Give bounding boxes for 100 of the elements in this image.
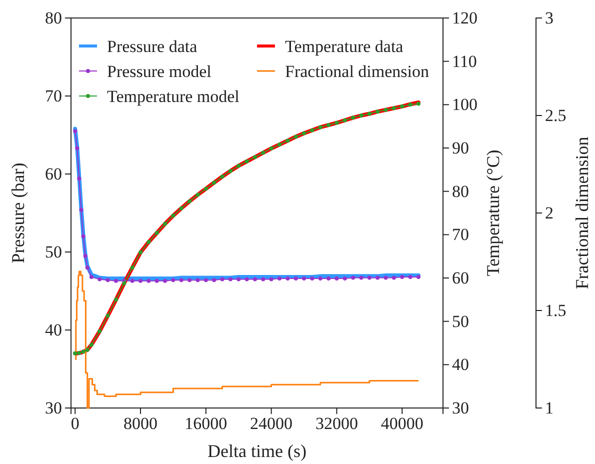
point xyxy=(114,298,118,302)
point xyxy=(98,329,102,334)
point xyxy=(318,125,322,130)
point xyxy=(367,276,372,280)
point xyxy=(122,281,126,286)
y2-tick-label: 90 xyxy=(452,138,469,158)
y-tick-label: 50 xyxy=(45,242,62,262)
point xyxy=(196,278,200,282)
point xyxy=(351,276,356,280)
point xyxy=(376,110,380,114)
x-tick-label: 32000 xyxy=(315,414,358,434)
y2-tick-label: 30 xyxy=(452,398,469,418)
point xyxy=(326,276,331,281)
point xyxy=(163,222,168,226)
point xyxy=(130,266,134,270)
y3-tick-label: 3 xyxy=(545,8,554,28)
point xyxy=(79,208,84,212)
point xyxy=(269,146,274,150)
y3-tick-label: 1.5 xyxy=(545,300,566,320)
point xyxy=(188,199,192,204)
point xyxy=(81,234,86,238)
point xyxy=(228,277,232,282)
point xyxy=(85,266,90,270)
point xyxy=(98,277,102,282)
point xyxy=(236,277,241,282)
point xyxy=(220,174,224,179)
y3-axis-title: Fractional dimension xyxy=(572,136,592,290)
point xyxy=(359,114,364,118)
x-tick-label: 0 xyxy=(70,414,80,434)
point xyxy=(77,176,82,181)
point xyxy=(89,342,94,347)
point xyxy=(114,278,118,283)
point xyxy=(334,276,339,281)
point xyxy=(77,350,82,355)
point xyxy=(351,116,356,120)
point xyxy=(244,159,249,164)
point xyxy=(392,276,396,280)
y3-tick-label: 2 xyxy=(545,203,554,222)
point xyxy=(277,276,282,281)
y2-tick-label: 110 xyxy=(452,52,477,71)
point xyxy=(302,276,306,281)
point xyxy=(171,214,176,218)
y-tick-label: 60 xyxy=(45,164,62,184)
point xyxy=(334,120,339,125)
point xyxy=(83,254,88,258)
point xyxy=(130,278,134,283)
point xyxy=(154,230,159,235)
point xyxy=(220,277,224,282)
point xyxy=(408,274,412,279)
y2-axis-title: Temperature (°C) xyxy=(483,150,503,276)
point xyxy=(286,276,290,281)
point xyxy=(154,278,159,283)
y-tick-label: 80 xyxy=(45,8,62,28)
point xyxy=(286,138,290,143)
point xyxy=(85,348,90,352)
y2-tick-label: 80 xyxy=(452,182,469,201)
point xyxy=(342,276,347,281)
point xyxy=(73,129,78,134)
point xyxy=(106,314,110,318)
y-axis-title: Pressure (bar) xyxy=(8,162,28,264)
point xyxy=(188,278,192,282)
point xyxy=(400,274,404,279)
legend-label: Temperature data xyxy=(285,37,404,56)
x-tick-label: 16000 xyxy=(184,414,228,434)
point xyxy=(89,274,94,279)
y-tick-label: 70 xyxy=(45,86,62,106)
point xyxy=(146,240,151,244)
point xyxy=(244,277,249,282)
point xyxy=(269,277,274,282)
point xyxy=(294,134,298,139)
y2-tick-label: 100 xyxy=(452,95,478,114)
point xyxy=(367,112,372,116)
point xyxy=(75,146,80,150)
point xyxy=(326,123,331,128)
legend-label: Pressure data xyxy=(107,37,198,56)
point xyxy=(408,102,412,107)
legend-label: Fractional dimension xyxy=(285,62,430,81)
point xyxy=(212,278,216,282)
point xyxy=(138,278,142,283)
y2-tick-label: 40 xyxy=(452,355,469,374)
x-tick-label: 24000 xyxy=(250,414,293,434)
point xyxy=(212,180,216,185)
point xyxy=(146,278,151,283)
point xyxy=(106,278,110,282)
point xyxy=(416,102,420,106)
point xyxy=(179,206,184,210)
point xyxy=(376,276,380,280)
y3-tick-label: 2.5 xyxy=(545,106,566,125)
y2-tick-label: 120 xyxy=(452,8,478,28)
point xyxy=(163,278,168,283)
point xyxy=(384,108,388,112)
point xyxy=(277,142,282,147)
y-tick-label: 30 xyxy=(45,398,62,418)
point xyxy=(359,276,364,280)
point xyxy=(204,278,208,282)
point xyxy=(416,274,420,279)
point xyxy=(294,276,298,281)
point xyxy=(171,278,176,282)
point xyxy=(310,128,314,132)
legend-label: Temperature model xyxy=(107,87,240,106)
